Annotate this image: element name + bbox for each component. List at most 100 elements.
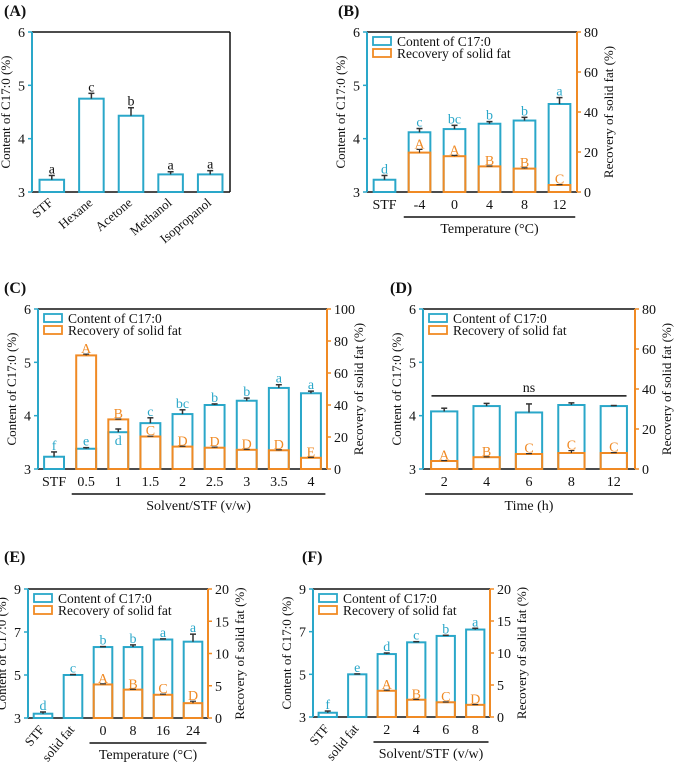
x-tick-label: Hexane	[55, 195, 95, 232]
recovery-significance-letter: B	[114, 407, 123, 422]
content-significance-letter: a	[207, 158, 214, 173]
y-tick-label: 7	[14, 626, 21, 641]
content-significance-letter: a	[472, 615, 479, 630]
x-tick-label: 2	[383, 723, 390, 738]
panel-c: (C) 3 4 5 6 Content of C17:0 (%) 0 20 40 60 80 100 R…	[4, 280, 366, 514]
content-bar	[152, 638, 174, 720]
y-tick-label: 5	[14, 669, 21, 684]
y-tick-label: 5	[353, 79, 360, 94]
y2-tick-label: 15	[497, 615, 511, 630]
content-bar	[62, 674, 84, 719]
x-tick-label: 24	[186, 724, 200, 739]
x-tick-label: 0.5	[77, 475, 95, 490]
y-tick-label: 4	[18, 133, 25, 148]
x-tick-label: 8	[521, 198, 528, 213]
panel-label: (B)	[338, 3, 359, 20]
x-axis-title: Time (h)	[505, 499, 554, 514]
content-significance-letter: d	[383, 640, 390, 655]
legend-label-content: Content of C17:0	[343, 591, 437, 606]
x-tick-label: 16	[156, 724, 170, 739]
y-tick-label: 6	[409, 303, 416, 318]
panel-label: (D)	[390, 280, 412, 297]
content-significance-letter: bc	[448, 112, 461, 127]
x-tick-label: solid fat	[323, 721, 362, 763]
recovery-significance-letter: D	[188, 689, 198, 704]
legend-label-content: Content of C17:0	[58, 591, 152, 606]
y2-tick-label: 80	[584, 26, 598, 41]
recovery-significance-letter: A	[81, 342, 92, 357]
y-tick-label: 6	[18, 26, 25, 41]
y2-axis-title: Recovery of solid fat (%)	[601, 46, 616, 178]
content-significance-letter: b	[128, 95, 135, 110]
content-bar	[75, 447, 98, 471]
legend-label-recovery: Recovery of solid fat	[58, 603, 172, 618]
x-tick-label: STF	[306, 721, 332, 748]
y-axis-title: Content of C17:0 (%)	[4, 332, 19, 445]
y2-tick-label: 15	[215, 615, 229, 630]
y-tick-label: 5	[18, 79, 25, 94]
y2-tick-label: 40	[642, 383, 656, 398]
content-significance-letter: a	[49, 162, 56, 177]
x-tick-label: STF	[42, 475, 66, 490]
content-bar	[267, 386, 290, 470]
legend-label-recovery: Recovery of solid fat	[397, 46, 511, 61]
y-tick-label: 7	[299, 626, 306, 641]
x-tick-label: solid fat	[39, 722, 78, 764]
content-bar	[43, 455, 66, 471]
y-tick-label: 6	[353, 26, 360, 41]
x-tick-label: 0	[100, 724, 107, 739]
y2-tick-label: 20	[497, 583, 511, 598]
content-significance-letter: b	[243, 385, 250, 400]
y2-tick-label: 20	[642, 423, 656, 438]
content-significance-letter: bc	[176, 397, 189, 412]
x-tick-label: 1.5	[142, 475, 160, 490]
content-significance-letter: f	[325, 698, 330, 713]
content-significance-letter: a	[167, 159, 174, 174]
y2-axis-title: Recovery of solid fat (%)	[351, 323, 366, 455]
y-axis-title: Content of C17:0 (%)	[0, 55, 13, 168]
y2-axis-title: Recovery of solid fat (%)	[659, 323, 674, 455]
content-significance-letter: b	[130, 632, 137, 647]
content-bar	[372, 178, 397, 194]
x-tick-label: STF	[21, 722, 47, 749]
recovery-significance-letter: C	[158, 682, 167, 697]
y2-tick-label: 80	[642, 303, 656, 318]
content-bar	[406, 641, 427, 718]
recovery-significance-letter: C	[524, 442, 533, 457]
x-tick-label: 8	[130, 724, 137, 739]
content-significance-letter: c	[413, 629, 419, 644]
y-tick-label: 9	[299, 583, 306, 598]
legend-swatch-recovery	[43, 325, 63, 335]
x-tick-label: 4	[307, 475, 314, 490]
content-bar	[442, 128, 467, 193]
y-axis-title: Content of C17:0 (%)	[0, 597, 9, 710]
content-significance-letter: c	[88, 80, 94, 95]
content-significance-letter: a	[190, 621, 197, 636]
recovery-significance-letter: D	[242, 437, 252, 452]
x-tick-label: 2	[179, 475, 186, 490]
content-bar	[317, 711, 338, 719]
y-tick-label: 4	[353, 133, 360, 148]
recovery-significance-letter: A	[382, 678, 393, 693]
content-bar	[182, 640, 204, 719]
y-tick-label: 6	[24, 303, 31, 318]
content-significance-letter: c	[416, 116, 422, 131]
recovery-significance-letter: C	[555, 173, 564, 188]
y-tick-label: 3	[24, 463, 31, 478]
x-axis-title: Temperature (°C)	[99, 748, 198, 763]
recovery-significance-letter: D	[274, 438, 284, 453]
legend-swatch-recovery	[33, 605, 53, 615]
legend-label-content: Content of C17:0	[397, 34, 491, 49]
recovery-significance-letter: C	[567, 439, 576, 454]
content-bar	[117, 114, 145, 193]
legend-label-content: Content of C17:0	[68, 311, 162, 326]
recovery-significance-letter: B	[482, 445, 491, 460]
content-bar	[157, 173, 184, 193]
content-significance-letter: e	[354, 661, 360, 676]
y2-tick-label: 40	[334, 399, 348, 414]
recovery-significance-letter: B	[485, 154, 494, 169]
y2-tick-label: 20	[334, 431, 348, 446]
